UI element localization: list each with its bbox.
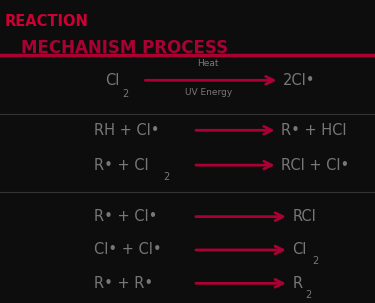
Text: RH + Cl•: RH + Cl• bbox=[94, 123, 159, 138]
Text: R• + Cl: R• + Cl bbox=[94, 158, 148, 173]
Text: 2: 2 bbox=[312, 256, 318, 267]
Text: 2Cl•: 2Cl• bbox=[283, 73, 316, 88]
Text: RCl + Cl•: RCl + Cl• bbox=[281, 158, 350, 173]
Text: Heat: Heat bbox=[197, 59, 219, 68]
Text: 2: 2 bbox=[122, 89, 128, 99]
Text: RCl: RCl bbox=[292, 209, 316, 224]
Text: MECHANISM PROCESS: MECHANISM PROCESS bbox=[21, 39, 228, 57]
Text: R• + HCl: R• + HCl bbox=[281, 123, 347, 138]
Text: R• + R•: R• + R• bbox=[94, 276, 153, 291]
Text: Cl: Cl bbox=[292, 242, 307, 258]
Text: UV Energy: UV Energy bbox=[184, 88, 232, 97]
Text: 2: 2 bbox=[305, 290, 312, 300]
Text: R• + Cl•: R• + Cl• bbox=[94, 209, 157, 224]
Text: REACTION: REACTION bbox=[4, 14, 88, 29]
Text: R: R bbox=[292, 276, 303, 291]
Text: Cl• + Cl•: Cl• + Cl• bbox=[94, 242, 161, 258]
Text: 2: 2 bbox=[163, 172, 170, 182]
Text: Cl: Cl bbox=[105, 73, 119, 88]
